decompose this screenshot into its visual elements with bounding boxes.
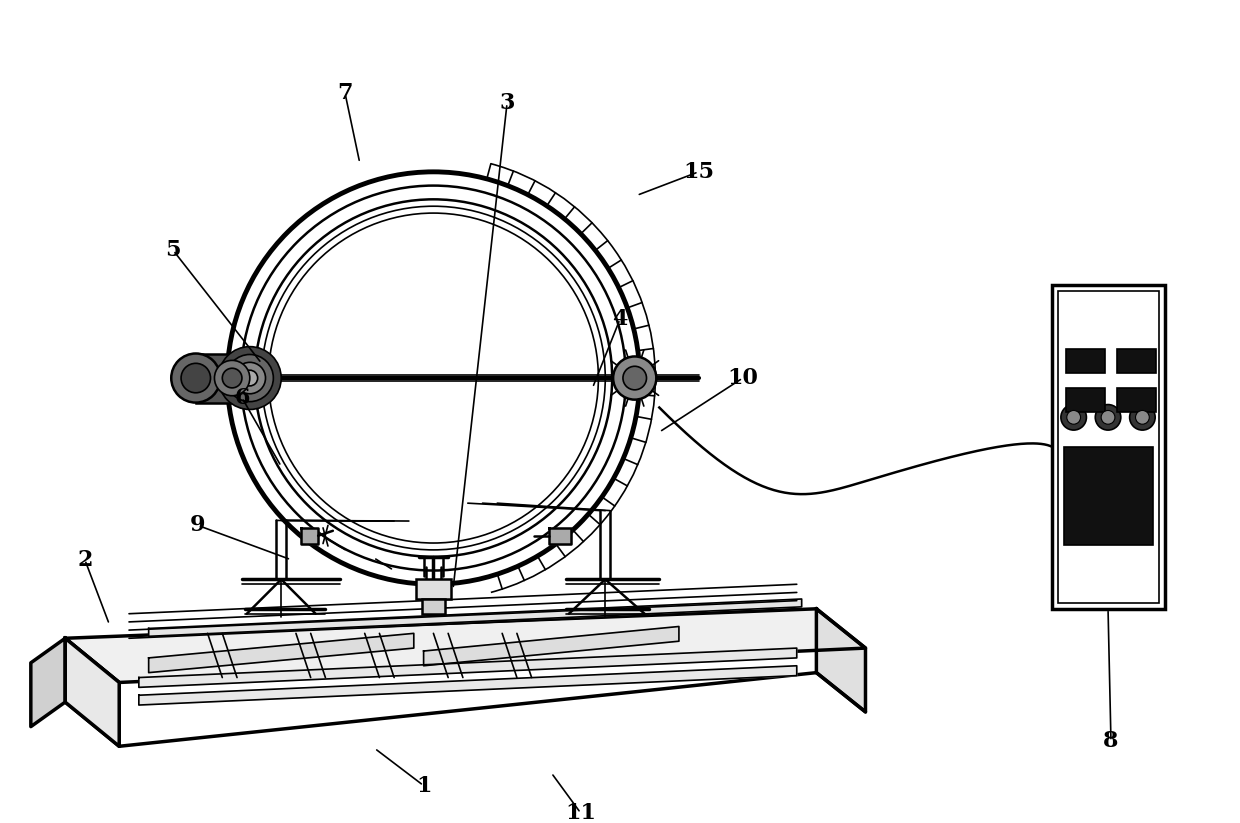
Text: 15: 15 (683, 160, 714, 183)
Text: 3: 3 (500, 92, 515, 114)
Text: 6: 6 (234, 387, 249, 409)
Polygon shape (549, 528, 572, 543)
Circle shape (218, 346, 281, 410)
Circle shape (1130, 405, 1156, 430)
Circle shape (242, 370, 258, 386)
Circle shape (222, 368, 242, 388)
Text: 4: 4 (613, 308, 627, 330)
Polygon shape (66, 639, 119, 746)
Polygon shape (66, 639, 119, 746)
Circle shape (1095, 405, 1121, 430)
Polygon shape (424, 626, 680, 666)
Circle shape (613, 356, 656, 400)
Polygon shape (66, 609, 866, 682)
Text: 11: 11 (565, 802, 596, 823)
Bar (422, 599, 445, 614)
Bar (415, 579, 451, 599)
Circle shape (622, 366, 646, 390)
Polygon shape (31, 639, 66, 727)
Bar (1066, 349, 1105, 373)
Polygon shape (139, 648, 797, 687)
Polygon shape (139, 666, 797, 705)
Polygon shape (816, 609, 866, 712)
Circle shape (215, 360, 249, 396)
Bar (1058, 291, 1159, 603)
Circle shape (1066, 411, 1080, 424)
Circle shape (1061, 405, 1086, 430)
Bar (196, 354, 249, 402)
Bar (1066, 388, 1105, 412)
Polygon shape (149, 634, 414, 672)
Text: 8: 8 (1104, 730, 1118, 752)
Text: 9: 9 (190, 514, 206, 537)
Bar (1052, 285, 1166, 609)
Text: 7: 7 (337, 82, 353, 105)
Text: 1: 1 (415, 774, 432, 797)
Circle shape (171, 354, 221, 402)
Polygon shape (301, 528, 319, 543)
Circle shape (1136, 411, 1149, 424)
Bar (1117, 388, 1156, 412)
Bar (1064, 447, 1153, 545)
Text: 5: 5 (165, 239, 181, 262)
Polygon shape (149, 599, 802, 636)
Polygon shape (227, 172, 640, 584)
Circle shape (234, 362, 265, 393)
Circle shape (1101, 411, 1115, 424)
Circle shape (181, 363, 211, 393)
Text: 10: 10 (728, 367, 758, 389)
Text: 2: 2 (77, 549, 93, 570)
Bar (1117, 349, 1156, 373)
Circle shape (226, 355, 273, 402)
